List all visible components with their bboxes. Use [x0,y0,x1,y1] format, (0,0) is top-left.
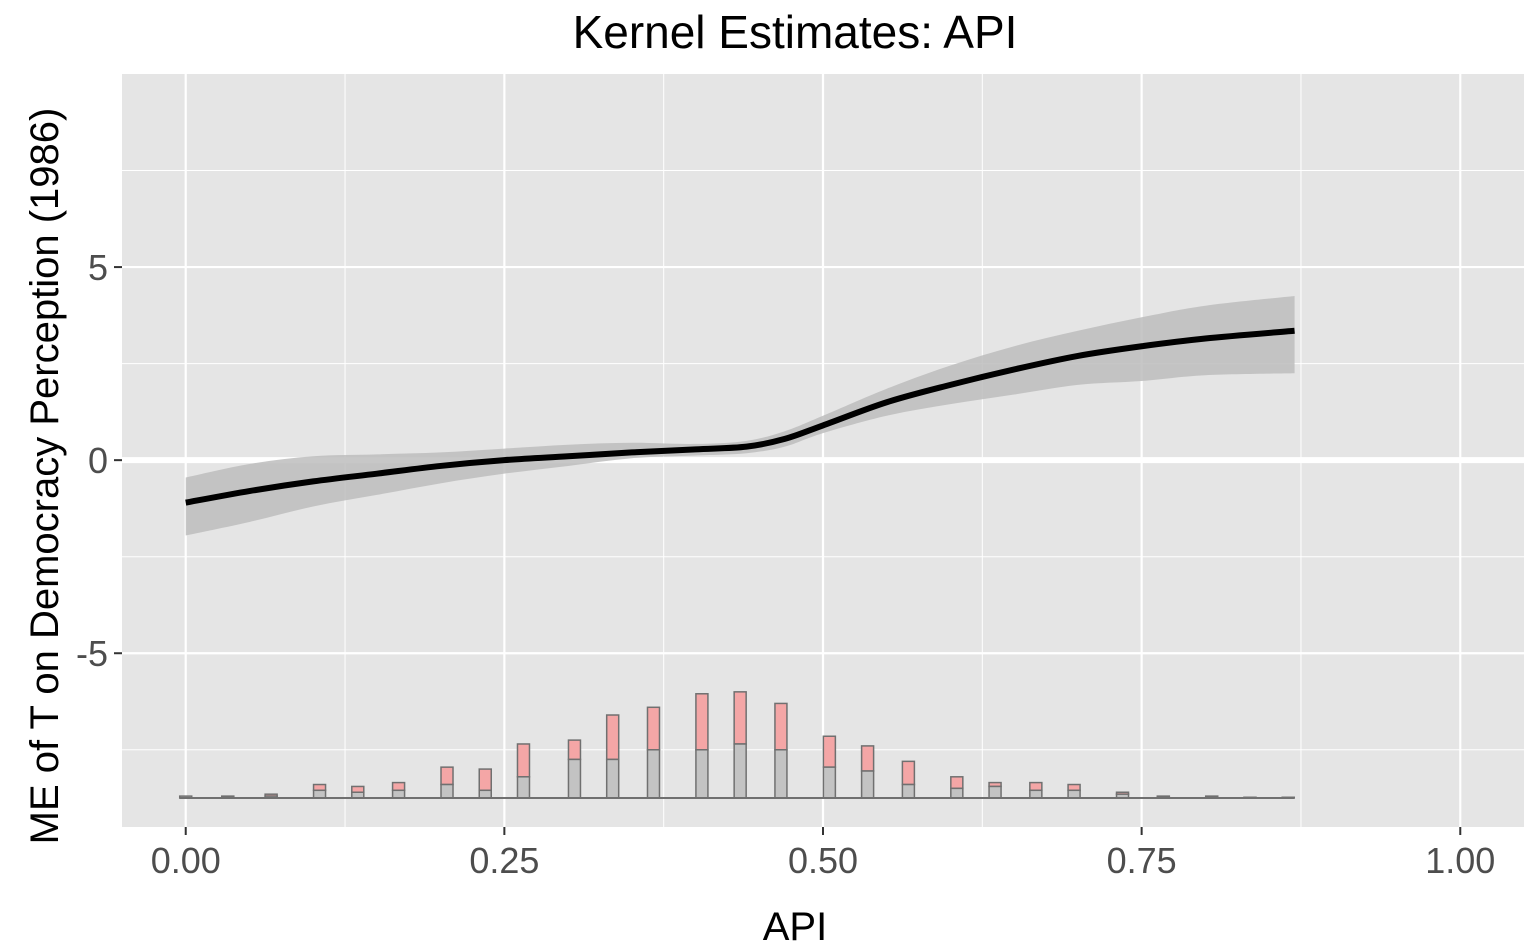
histogram-bar-treated [860,745,875,772]
chart-title: Kernel Estimates: API [573,6,1018,58]
x-tick-label: 0.75 [1107,840,1177,881]
histogram-bar-treated [695,693,709,751]
histogram-bar-control [478,789,492,799]
histogram-bar-treated [351,785,365,793]
histogram-bar-treated [1067,783,1081,792]
histogram-bar-control [1067,789,1081,799]
histogram-bar-treated [774,702,788,751]
x-tick-label: 1.00 [1425,840,1495,881]
histogram-bar-treated [312,783,327,792]
histogram-bar-treated [567,739,582,761]
histogram [178,691,1295,800]
y-tick-label: 0 [88,440,108,481]
histogram-bar-control [605,758,620,799]
estimate-line [185,327,1295,506]
histogram-bar-treated [822,735,837,768]
histogram-bar-control [646,749,661,799]
x-axis-ticks: 0.00 0.25 0.50 0.75 1.00 [151,827,1495,881]
histogram-bar-treated [901,760,916,786]
y-tick-label: -5 [76,633,108,674]
x-tick-label: 0.50 [788,840,858,881]
histogram-bar-control [860,770,875,799]
x-axis-title: API [763,905,827,949]
histogram-bar-control [567,758,582,799]
histogram-bar-control [1029,789,1043,799]
histogram-bar-control [774,749,788,799]
histogram-bar-treated [646,706,661,751]
histogram-bar-treated [516,743,531,778]
histogram-bar-treated [478,768,492,792]
histogram-bar-treated [733,691,747,745]
histogram-bar-treated [440,766,454,786]
y-axis-title: ME of T on Democracy Perception (1986) [23,108,67,845]
histogram-bar-treated [391,781,406,792]
y-tick-label: 5 [88,247,108,288]
histogram-bar-control [516,776,531,799]
histogram-bar-control [950,787,964,799]
histogram-bar-control [695,749,709,799]
histogram-bar-control [312,789,327,799]
x-tick-label: 0.00 [151,840,221,881]
histogram-bar-control [822,766,837,799]
histogram-bar-control [901,783,916,799]
histogram-bar-control [988,785,1002,799]
histogram-bar-treated [1029,781,1043,792]
histogram-bar-treated [605,714,620,761]
y-axis-ticks: 5 0 -5 [76,247,122,674]
histogram-bar-treated [950,776,964,790]
histogram-bar-control [391,789,406,799]
histogram-bar-control [440,783,454,799]
x-tick-label: 0.25 [469,840,539,881]
confidence-band [185,296,1295,536]
histogram-bar-control [733,743,747,799]
